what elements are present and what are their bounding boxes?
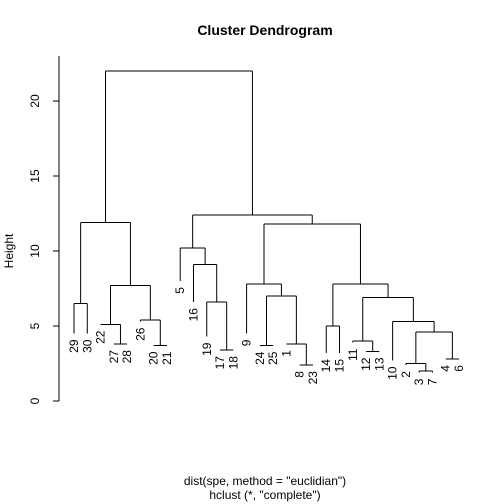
leaf-label-13: 13 <box>372 357 386 371</box>
chart-title: Cluster Dendrogram <box>197 22 332 38</box>
leaf-label-27: 27 <box>107 350 121 364</box>
leaf-label-17: 17 <box>213 356 227 370</box>
y-tick-label-0: 0 <box>28 397 42 404</box>
leaf-label-18: 18 <box>226 356 240 370</box>
leaf-label-5: 5 <box>173 287 187 294</box>
leaf-label-12: 12 <box>359 357 373 371</box>
leaf-label-11: 11 <box>346 348 360 361</box>
leaf-label-20: 20 <box>147 351 161 365</box>
y-tick-label-5: 5 <box>28 322 42 329</box>
leaf-label-14: 14 <box>319 359 333 373</box>
leaf-label-1: 1 <box>279 350 293 357</box>
y-tick-label-10: 10 <box>28 244 42 258</box>
x-axis-label-line1: dist(spe, method = "euclidian") <box>184 474 346 488</box>
leaf-label-25: 25 <box>266 351 280 365</box>
leaf-label-29: 29 <box>67 339 81 353</box>
leaf-label-10: 10 <box>386 366 400 380</box>
leaf-label-3: 3 <box>412 378 426 385</box>
y-axis-label: Height <box>2 233 16 268</box>
x-axis-label-line2: hclust (*, "complete") <box>209 488 320 502</box>
dendrogram-branches <box>73 70 459 373</box>
leaf-label-7: 7 <box>425 378 439 385</box>
leaf-label-26: 26 <box>133 327 147 341</box>
leaf-label-19: 19 <box>200 342 214 356</box>
leaf-label-4: 4 <box>439 365 453 372</box>
leaf-label-6: 6 <box>452 365 466 372</box>
leaf-label-2: 2 <box>399 371 413 378</box>
y-tick-label-20: 20 <box>28 94 42 108</box>
leaf-label-22: 22 <box>94 330 108 344</box>
leaf-label-24: 24 <box>253 351 267 365</box>
leaf-label-21: 21 <box>160 351 174 365</box>
y-tick-label-15: 15 <box>28 169 42 183</box>
y-axis: 0 5 10 15 20 <box>28 56 60 404</box>
leaf-label-16: 16 <box>186 308 200 322</box>
leaf-label-9: 9 <box>240 339 254 346</box>
leaf-label-23: 23 <box>306 371 320 385</box>
leaf-label-15: 15 <box>333 359 347 373</box>
leaf-label-28: 28 <box>120 350 134 364</box>
leaf-label-8: 8 <box>293 371 307 378</box>
leaf-label-30: 30 <box>80 339 94 353</box>
